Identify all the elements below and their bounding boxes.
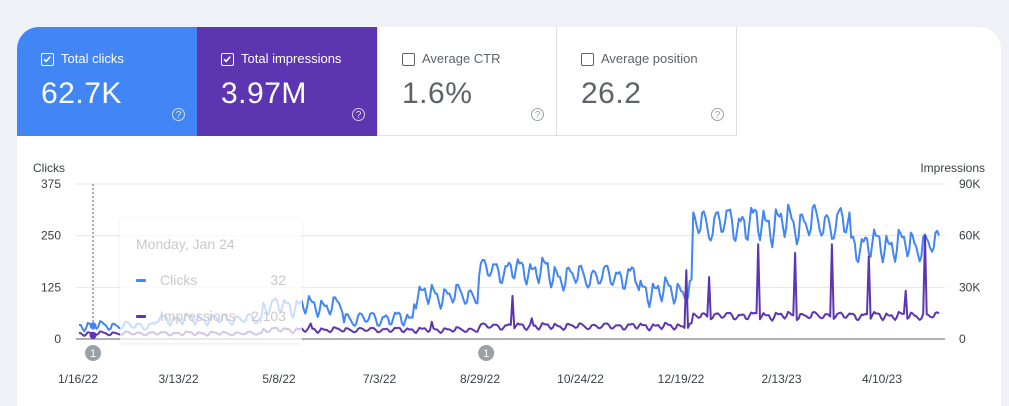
y-left-tick-label: 0: [54, 332, 61, 346]
annotation-marker: [85, 345, 102, 361]
x-tick-label: 1/16/22: [58, 372, 98, 386]
metric-label: Average position: [601, 51, 698, 66]
hover-point-clicks: [89, 322, 97, 330]
metric-tile-total-clicks[interactable]: Total clicks 62.7K ?: [17, 27, 197, 136]
y-right-tick-label: 60K: [959, 229, 980, 243]
y-left-tick-label: 375: [41, 177, 61, 191]
x-tick-label: 12/19/22: [658, 372, 705, 386]
performance-chart[interactable]: 0 0 125 30K 250 60K 375 90K Clicks Impressions 1/1…: [17, 27, 1001, 406]
x-tick-label: 10/24/22: [557, 372, 604, 386]
metric-label: Total impressions: [241, 51, 342, 66]
y-right-axis-label: Impressions: [920, 161, 985, 175]
x-tick-label: 2/13/23: [761, 372, 801, 386]
tooltip-series-name: Clicks: [160, 272, 198, 288]
y-left-tick-label: 125: [41, 280, 61, 294]
checkbox-checked-icon[interactable]: [221, 53, 234, 66]
tooltip-series-value: 32: [270, 272, 286, 288]
y-left-tick-label: 250: [41, 229, 61, 243]
help-icon[interactable]: ?: [531, 108, 544, 121]
metric-tiles: Total clicks 62.7K ? Total impressions 3…: [17, 27, 737, 136]
tooltip-series-value: 2,103: [250, 308, 286, 324]
metric-tile-total-impressions[interactable]: Total impressions 3.97M ?: [197, 27, 377, 136]
metric-tile-average-ctr[interactable]: Average CTR 1.6% ?: [377, 27, 557, 136]
chart-tooltip: Monday, Jan 24 Clicks 32 Impressions 2,1…: [120, 218, 302, 343]
x-tick-label: 8/29/22: [460, 372, 500, 386]
series-swatch: [136, 315, 146, 318]
y-right-tick-label: 90K: [959, 177, 980, 191]
hover-point-impressions: [89, 331, 97, 339]
x-tick-label: 3/13/22: [158, 372, 198, 386]
y-right-tick-label: 30K: [959, 280, 980, 294]
tooltip-date: Monday, Jan 24: [136, 236, 235, 252]
metric-tile-average-position[interactable]: Average position 26.2 ?: [557, 27, 737, 136]
y-left-axis-label: Clicks: [33, 161, 65, 175]
metric-label: Average CTR: [422, 51, 501, 66]
help-icon[interactable]: ?: [711, 108, 724, 121]
y-right-tick-label: 0: [959, 332, 966, 346]
checkbox-unchecked-icon[interactable]: [402, 53, 415, 66]
x-tick-label: 5/8/22: [262, 372, 296, 386]
metric-value: 26.2: [581, 77, 642, 110]
annotation-label: 1: [483, 348, 489, 360]
help-icon[interactable]: ?: [352, 108, 365, 121]
metric-value: 3.97M: [221, 77, 307, 110]
annotation-marker: [478, 345, 495, 361]
series-swatch: [136, 279, 146, 282]
metric-value: 1.6%: [402, 77, 473, 110]
checkbox-checked-icon[interactable]: [41, 53, 54, 66]
checkbox-unchecked-icon[interactable]: [581, 53, 594, 66]
tooltip-series-name: Impressions: [160, 308, 236, 324]
x-tick-label: 7/3/22: [363, 372, 397, 386]
annotation-label: 1: [90, 348, 96, 360]
x-tick-label: 4/10/23: [862, 372, 902, 386]
metric-label: Total clicks: [61, 51, 124, 66]
help-icon[interactable]: ?: [172, 108, 185, 121]
performance-card: Total clicks 62.7K ? Total impressions 3…: [17, 27, 1001, 406]
metric-value: 62.7K: [41, 77, 122, 110]
